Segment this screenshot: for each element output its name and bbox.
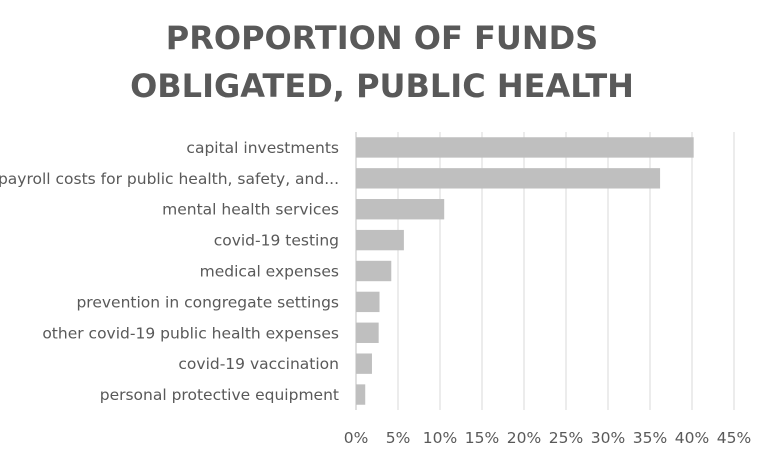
bar	[356, 291, 380, 313]
category-label: capital investments	[186, 139, 339, 157]
x-tick-label: 20%	[507, 429, 541, 447]
x-tick-label: 0%	[344, 429, 369, 447]
x-tick-label: 5%	[386, 429, 411, 447]
bar	[356, 199, 445, 220]
bar	[356, 322, 379, 343]
category-label: payroll costs for public health, safety,…	[0, 170, 339, 188]
bar	[356, 168, 661, 189]
bars	[356, 137, 694, 405]
x-tick-label: 30%	[591, 429, 625, 447]
chart-title-line-1: PROPORTION OF FUNDS	[165, 19, 599, 57]
category-label: medical expenses	[200, 263, 339, 281]
category-label: other covid-19 public health expenses	[42, 324, 339, 342]
x-tick-label: 40%	[675, 429, 709, 447]
category-label: covid-19 testing	[214, 232, 339, 250]
bar	[356, 137, 694, 158]
x-tick-label: 25%	[549, 429, 583, 447]
bar	[356, 260, 392, 282]
chart-title-line-2: OBLIGATED, PUBLIC HEALTH	[130, 67, 634, 105]
x-tick-label: 15%	[465, 429, 499, 447]
category-label: covid-19 vaccination	[178, 355, 339, 373]
chart-title: PROPORTION OF FUNDS OBLIGATED, PUBLIC HE…	[0, 14, 764, 110]
x-tick-label: 45%	[717, 429, 751, 447]
x-tick-labels: 0% 5% 10% 15% 20% 25% 30% 35% 40% 45%	[344, 429, 752, 447]
x-tick-label: 35%	[633, 429, 667, 447]
category-labels: capital investments payroll costs for pub…	[0, 139, 339, 404]
category-label: personal protective equipment	[100, 386, 339, 404]
x-tick-label: 10%	[423, 429, 457, 447]
bar	[356, 353, 372, 374]
bar	[356, 384, 366, 405]
category-label: mental health services	[162, 201, 339, 219]
category-label: prevention in congregate settings	[76, 293, 339, 311]
bar	[356, 229, 404, 251]
